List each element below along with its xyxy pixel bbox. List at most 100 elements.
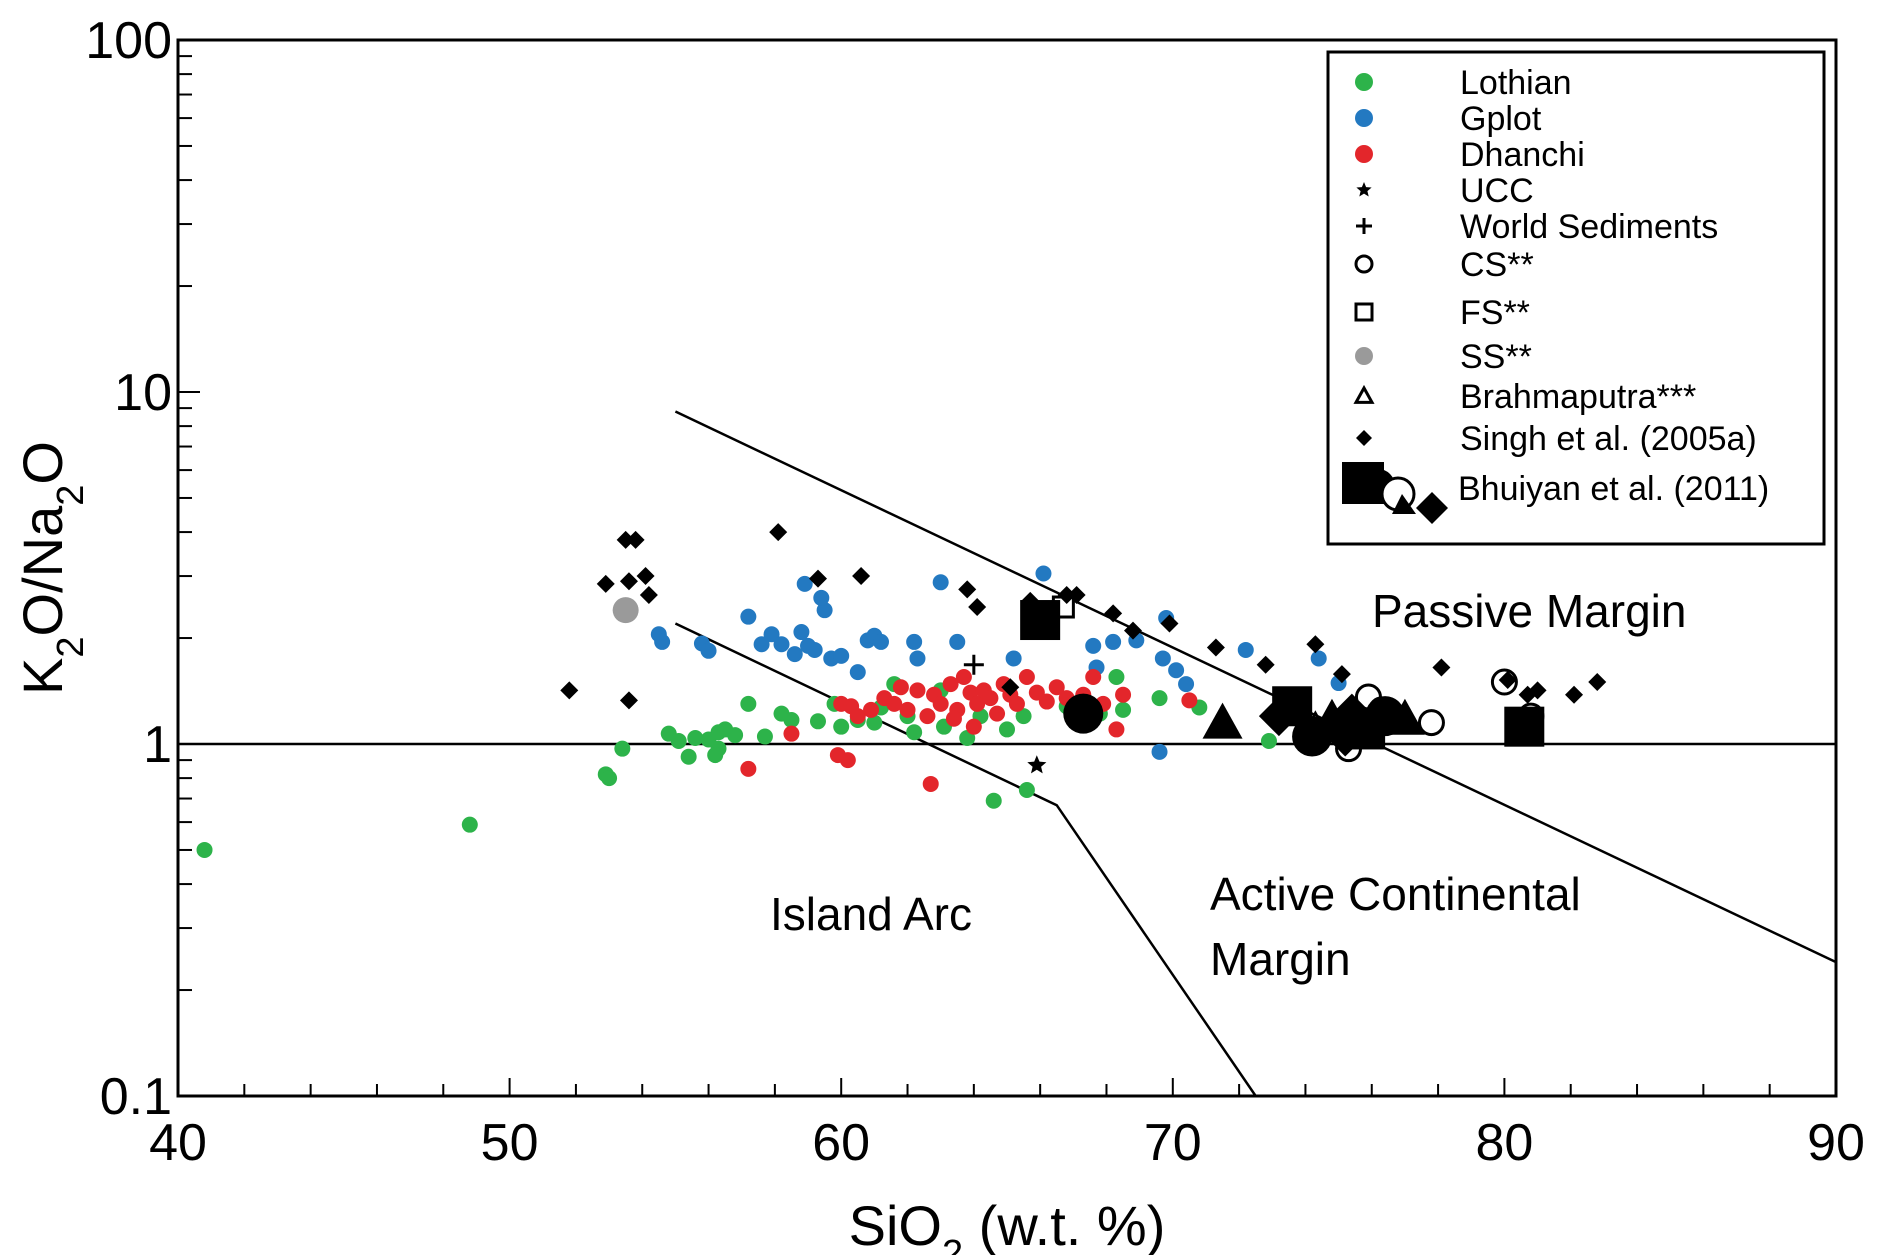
data-point-lothian — [727, 727, 744, 744]
data-point-singh-et-al-2005a — [1001, 678, 1020, 697]
data-point-gplot — [1105, 633, 1122, 650]
data-point-gplot — [1005, 650, 1022, 667]
legend-label-singh-et-al-2005a: Singh et al. (2005a) — [1460, 420, 1757, 458]
data-point-world-sediments — [963, 654, 984, 675]
legend-marker-lothian — [1355, 73, 1373, 91]
data-point-gplot — [872, 633, 889, 650]
data-point-gplot — [813, 589, 830, 606]
data-point-lothian — [833, 718, 850, 735]
legend-marker-dhanchi — [1355, 145, 1373, 163]
data-point-gplot — [849, 664, 866, 681]
data-point-singh-et-al-2005a — [1104, 604, 1123, 623]
x-tick-label: 50 — [481, 1114, 539, 1172]
data-point-gplot — [763, 626, 780, 643]
data-point-gplot — [1085, 637, 1102, 654]
legend-label-ss: SS** — [1460, 338, 1532, 376]
data-point-lothian — [670, 732, 687, 749]
x-axis-ticks: 40 50 60 70 80 90 — [149, 1078, 1865, 1172]
data-point-gplot — [932, 574, 949, 591]
data-point-singh-et-al-2005a — [1588, 673, 1607, 692]
x-tick-label: 60 — [812, 1114, 870, 1172]
legend-marker-world-sediments — [1356, 218, 1372, 234]
x-axis-title-text: SiO2 (w.t. %) — [849, 1194, 1166, 1255]
y-tick-label: 10 — [114, 364, 172, 422]
data-point-singh-et-al-2005a — [808, 569, 827, 588]
data-point-singh-et-al-2005a — [626, 530, 645, 549]
data-point-gplot — [909, 650, 926, 667]
legend-marker-brahmaputra — [1353, 384, 1375, 404]
data-point-gplot — [1178, 676, 1195, 693]
data-point-gplot — [1035, 565, 1052, 582]
data-point-dhanchi — [839, 752, 856, 769]
data-point-lothian — [1108, 669, 1125, 686]
legend-label-brahmaputra: Brahmaputra*** — [1460, 378, 1696, 416]
data-point-lothian — [1015, 708, 1032, 725]
x-axis-title: SiO2 (w.t. %) — [849, 1194, 1166, 1255]
data-point-singh-et-al-2005a — [1057, 586, 1076, 605]
data-point-singh-et-al-2005a — [1498, 670, 1517, 689]
data-point-singh-et-al-2005a — [1332, 665, 1351, 684]
data-point-dhanchi — [909, 682, 926, 699]
data-point-dhanchi — [919, 708, 936, 725]
data-point-lothian — [461, 816, 478, 833]
axis-title-subscript: 2 — [942, 1233, 963, 1255]
region-label-island-arc: Island Arc — [770, 888, 972, 940]
data-point-singh-et-al-2005a — [968, 598, 987, 617]
legend-marker-singh-et-al-2005a — [1356, 430, 1372, 446]
legend-marker-cs — [1354, 254, 1374, 274]
data-point-dhanchi — [942, 676, 959, 693]
legend-marker-ucc — [1356, 182, 1372, 197]
data-point-lothian — [809, 713, 826, 730]
axis-title-part: (w.t. %) — [963, 1194, 1165, 1255]
data-points — [196, 523, 1607, 858]
legend-box — [1326, 50, 1826, 546]
data-point-lothian — [680, 748, 697, 765]
data-point-bhuiyan-et-al-2011 — [1384, 698, 1425, 735]
data-point-lothian — [1018, 782, 1035, 799]
data-point-ss — [612, 597, 639, 624]
y-axis-title-text: K2O/Na2O — [11, 441, 92, 695]
data-point-lothian — [1151, 690, 1168, 707]
data-point-dhanchi — [945, 710, 962, 727]
x-tick-label: 90 — [1807, 1114, 1865, 1172]
data-point-lothian — [756, 728, 773, 745]
boundary-lines — [178, 410, 1837, 1097]
axis-title-part: O — [11, 441, 74, 485]
data-point-dhanchi — [892, 679, 909, 696]
y-axis-ticks: 0.1 1 10 100 — [85, 12, 200, 1126]
data-point-dhanchi — [922, 775, 939, 792]
legend-label-lothian: Lothian — [1460, 64, 1572, 102]
axis-title-subscript: 2 — [50, 636, 92, 657]
x-tick-label: 80 — [1475, 1114, 1533, 1172]
legend-marker-diamond — [1416, 492, 1448, 524]
legend-label-gplot: Gplot — [1460, 100, 1542, 138]
data-point-gplot — [833, 647, 850, 664]
axis-title-subscript: 2 — [50, 485, 92, 506]
data-point-dhanchi — [899, 701, 916, 718]
data-point-gplot — [906, 633, 923, 650]
data-point-bhuiyan-et-al-2011 — [1020, 600, 1061, 641]
x-tick-label: 40 — [149, 1114, 207, 1172]
data-point-dhanchi — [1108, 721, 1125, 738]
region-label-active-margin-line2: Margin — [1210, 933, 1351, 985]
data-point-singh-et-al-2005a — [619, 691, 638, 710]
data-point-lothian — [740, 695, 757, 712]
y-tick-label: 100 — [85, 12, 172, 70]
data-point-lothian — [687, 730, 704, 747]
data-point-bhuiyan-et-al-2011 — [1504, 706, 1545, 747]
data-point-singh-et-al-2005a — [1067, 586, 1086, 605]
data-point-dhanchi — [740, 760, 757, 777]
data-point-dhanchi — [982, 690, 999, 707]
data-point-dhanchi — [886, 695, 903, 712]
data-point-gplot — [753, 636, 770, 653]
data-point-gplot — [654, 633, 671, 650]
data-point-gplot — [1310, 650, 1327, 667]
data-point-gplot — [796, 575, 813, 592]
data-point-dhanchi — [969, 695, 986, 712]
data-point-lothian — [1260, 732, 1277, 749]
data-point-singh-et-al-2005a — [1528, 681, 1547, 700]
data-point-lothian — [783, 711, 800, 728]
data-point-lothian — [707, 747, 724, 764]
